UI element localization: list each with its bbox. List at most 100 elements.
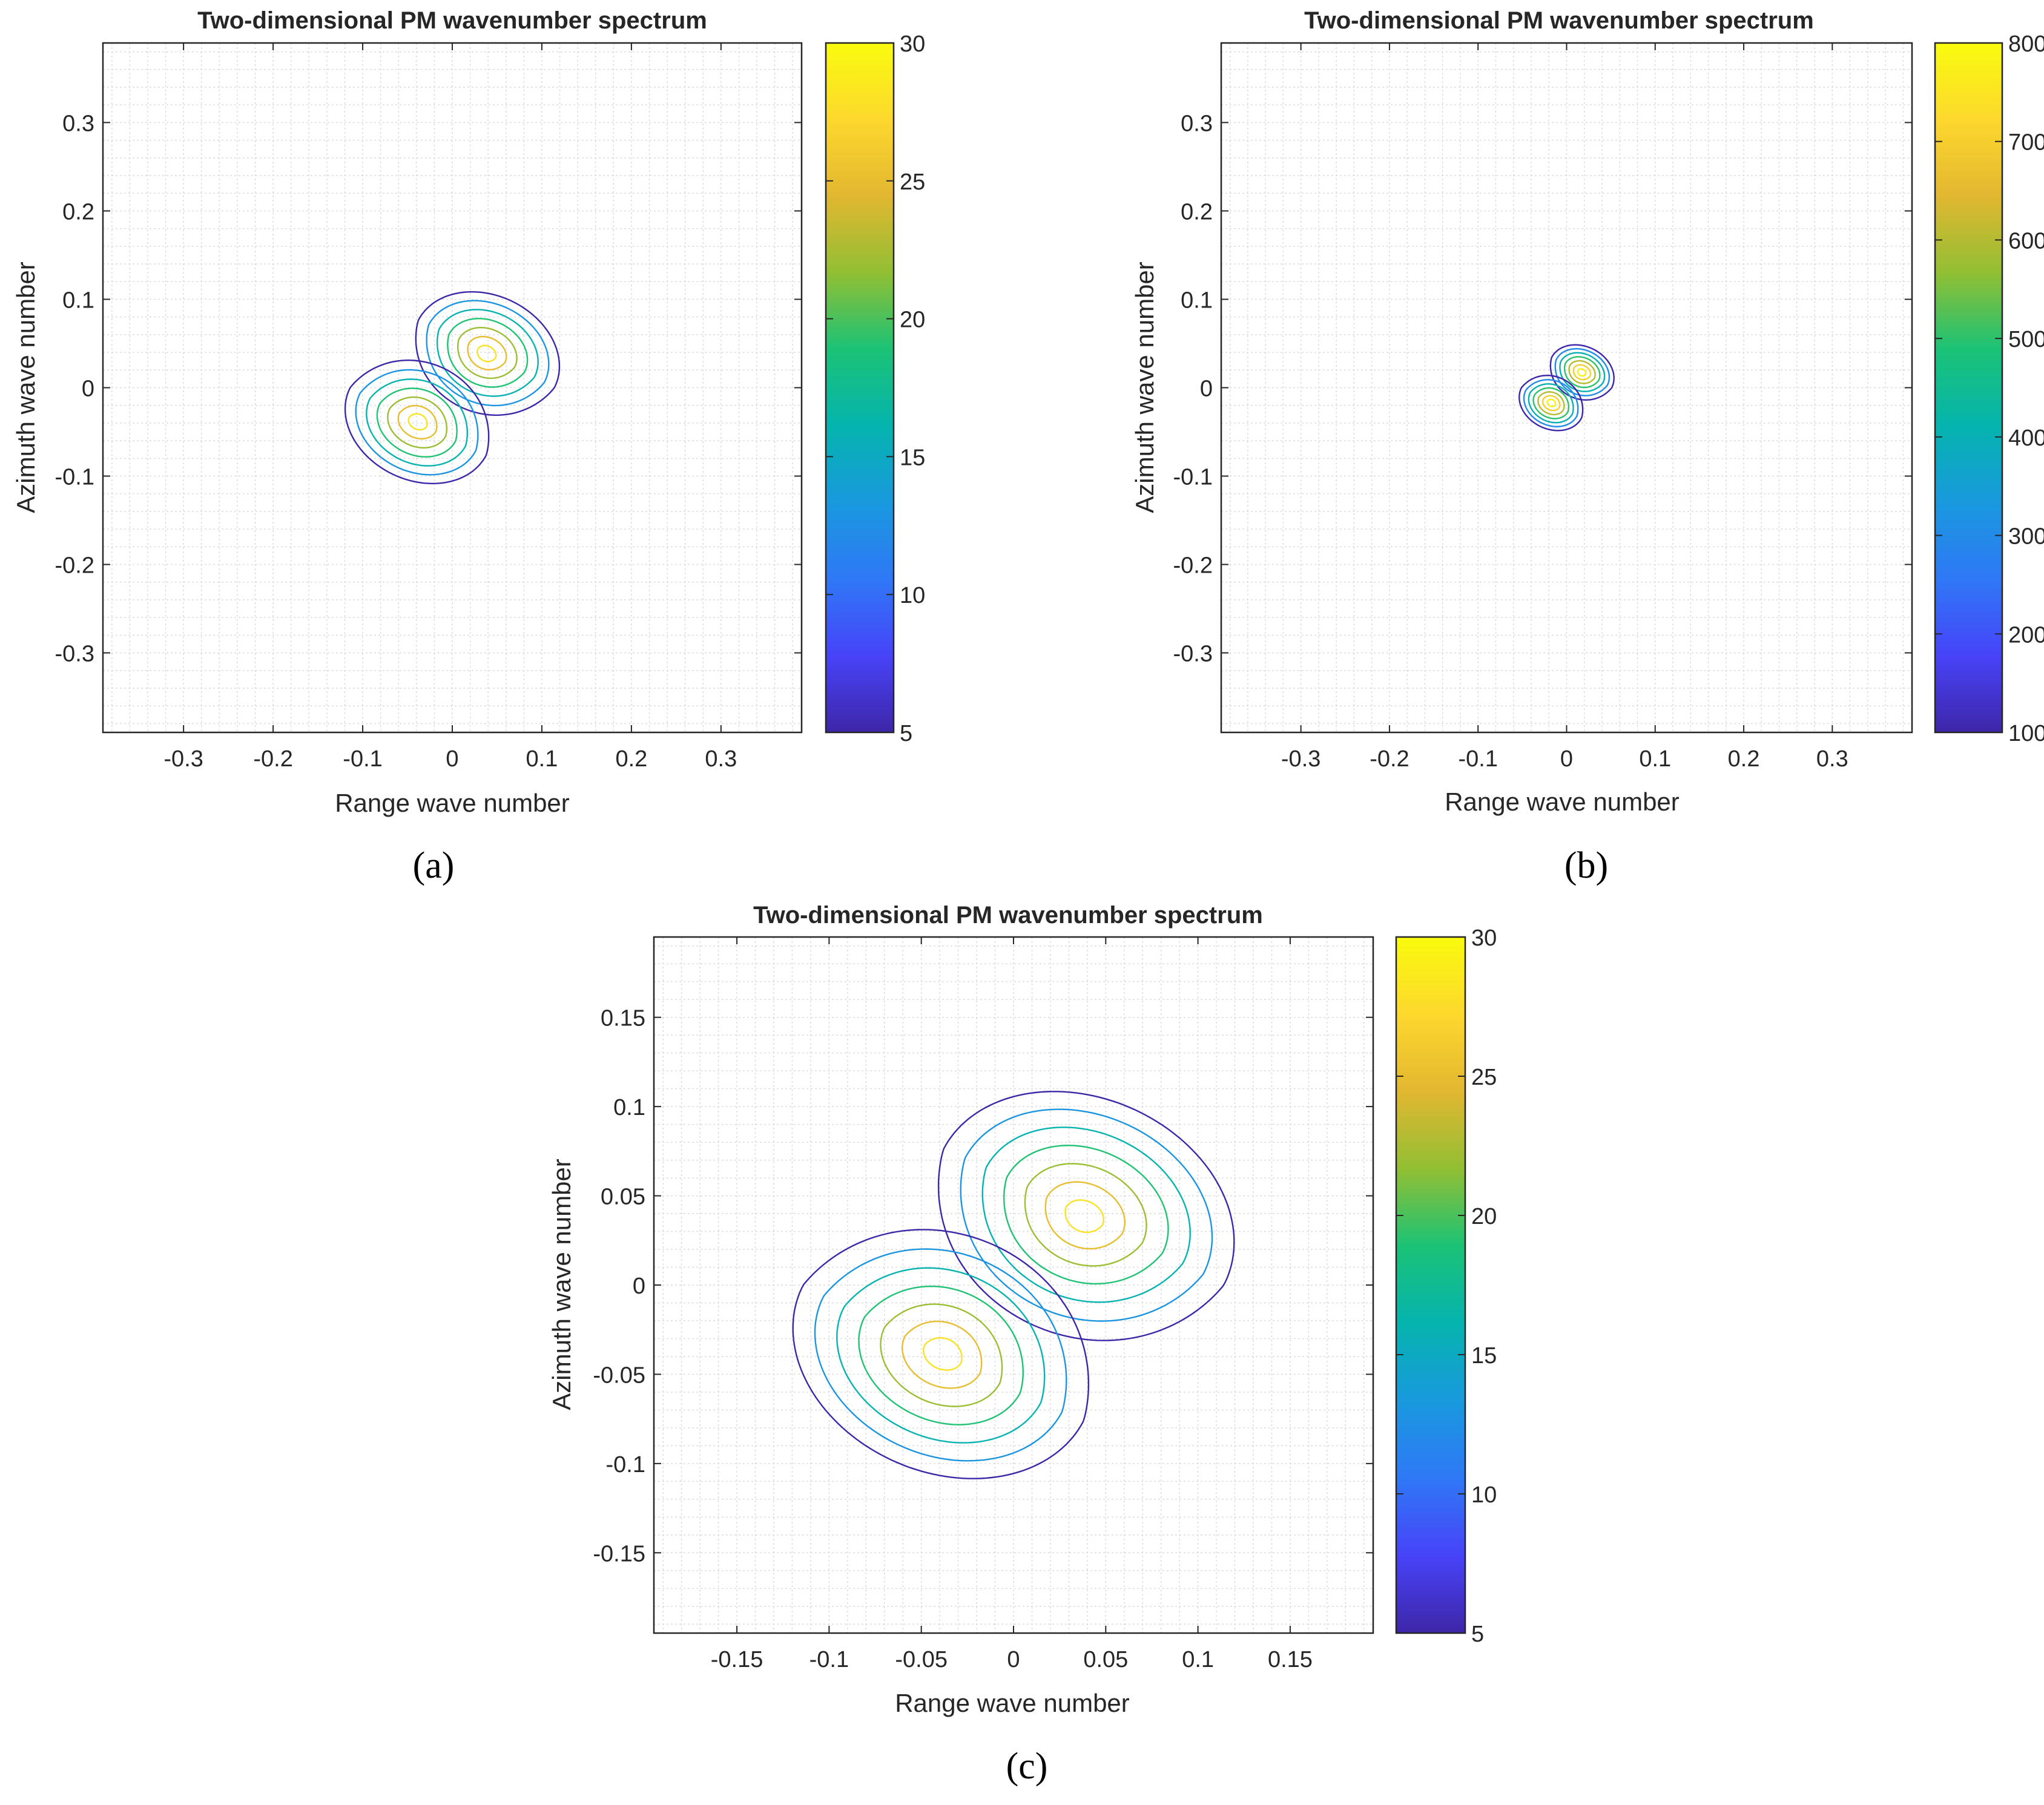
x-tick-label: -0.15 (711, 1647, 763, 1672)
panel-b: Two-dimensional PM wavenumber spectrum -… (1130, 7, 2044, 886)
contour-line (960, 1108, 1213, 1322)
colorbar-tick-label: 800 (2008, 31, 2044, 57)
contour-line (836, 1267, 1046, 1444)
contour-line (814, 1248, 1067, 1462)
y-axis-label: Azimuth wave number (547, 1159, 576, 1410)
x-tick-label: 0.15 (1268, 1647, 1313, 1672)
colorbar-tick-label: 25 (1471, 1065, 1497, 1090)
y-tick-label: 0.3 (62, 111, 94, 136)
colorbar-ticks: 100 200 300 400 500 600 700 800 (1935, 31, 2044, 746)
contour-line (1532, 387, 1570, 419)
colorbar-tick-label: 20 (1471, 1204, 1497, 1229)
y-tick-label: -0.15 (593, 1541, 645, 1567)
contour-line (1546, 398, 1557, 407)
y-tick-label: -0.2 (55, 553, 94, 579)
contour-line (1559, 352, 1606, 392)
contour-line (1577, 368, 1587, 377)
y-tick-label: -0.3 (1173, 642, 1213, 667)
x-tick-label: -0.3 (1281, 746, 1320, 772)
contour-line (1024, 1163, 1147, 1267)
x-tick-label: 0.2 (1728, 746, 1760, 772)
colorbar-tick-label: 400 (2008, 426, 2044, 451)
colorbar-tick-label: 20 (900, 307, 925, 333)
x-tick-label: 0.1 (1182, 1647, 1214, 1672)
contour-line (1537, 391, 1565, 416)
y-tick-label: -0.1 (606, 1452, 645, 1478)
y-tick-label: -0.1 (55, 465, 94, 490)
contour-line (1528, 383, 1574, 424)
x-tick-label: 0.2 (615, 746, 647, 772)
panel-label: (c) (1006, 1746, 1048, 1787)
x-tick-label: -0.2 (1370, 746, 1409, 772)
x-axis-label: Range wave number (335, 789, 570, 817)
y-tick-label: 0.2 (1181, 199, 1213, 225)
colorbar-tick-label: 300 (2008, 524, 2044, 550)
contour-line (366, 378, 469, 467)
contour-line (387, 396, 447, 449)
colorbar-tick-label: 200 (2008, 622, 2044, 648)
contour-line (902, 1320, 983, 1389)
y-ticks: -0.3 -0.2 -0.1 0 0.1 0.2 0.3 (55, 111, 802, 667)
contour-lines (792, 1091, 1235, 1479)
chart-title: Two-dimensional PM wavenumber spectrum (753, 902, 1263, 929)
y-tick-label: -0.05 (593, 1363, 645, 1388)
y-tick-label: -0.3 (55, 642, 94, 667)
grid (654, 937, 1373, 1633)
contour-lines (344, 291, 561, 484)
x-tick-label: -0.3 (163, 746, 203, 772)
x-tick-label: -0.1 (809, 1647, 849, 1672)
contour-line (426, 300, 550, 407)
y-tick-label: -0.1 (1173, 465, 1213, 490)
contour-line (1003, 1145, 1169, 1285)
x-tick-label: 0.3 (1816, 746, 1848, 772)
contour-line (880, 1303, 1003, 1407)
contour-line (415, 291, 561, 416)
colorbar-tick-label: 25 (900, 169, 925, 195)
colorbar-tick-label: 5 (1471, 1622, 1484, 1647)
contour-line (981, 1126, 1191, 1303)
contour-line (436, 309, 539, 397)
colorbar-tick-label: 500 (2008, 327, 2044, 352)
contour-line (467, 335, 507, 370)
colorbar (1934, 42, 2003, 734)
x-tick-label: 0.05 (1083, 1647, 1128, 1672)
grid (1221, 43, 1912, 732)
contour-line (355, 369, 479, 476)
x-ticks: -0.3 -0.2 -0.1 0 0.1 0.2 0.3 (163, 43, 737, 772)
y-tick-label: 0.1 (613, 1095, 645, 1120)
contour-line (1523, 379, 1579, 427)
y-ticks: -0.3 -0.2 -0.1 0 0.1 0.2 0.3 (1173, 111, 1912, 667)
colorbar (825, 42, 895, 734)
colorbar-tick-label: 700 (2008, 130, 2044, 156)
y-tick-label: 0.1 (1181, 288, 1213, 313)
contour-line (792, 1229, 1090, 1479)
contour-lines (1518, 344, 1615, 432)
contour-line (1568, 360, 1596, 384)
x-ticks: -0.3 -0.2 -0.1 0 0.1 0.2 0.3 (1281, 43, 1848, 772)
grid (103, 43, 802, 732)
colorbar-tick-label: 30 (900, 31, 925, 57)
x-tick-label: 0 (1007, 1647, 1020, 1672)
contour-line (1554, 348, 1610, 396)
contour-line (1572, 364, 1592, 381)
contour-line (344, 359, 490, 484)
chart-title: Two-dimensional PM wavenumber spectrum (197, 7, 707, 34)
y-ticks: -0.15 -0.1 -0.05 0 0.05 0.1 0.15 (593, 1006, 1373, 1567)
y-tick-label: 0 (633, 1274, 645, 1299)
contour-line (476, 344, 497, 363)
contour-line (397, 405, 438, 440)
colorbar-tick-label: 30 (1471, 926, 1497, 951)
colorbar-tick-label: 15 (900, 445, 925, 470)
y-tick-label: 0 (82, 376, 94, 402)
x-tick-label: -0.05 (895, 1647, 948, 1672)
x-tick-label: 0 (446, 746, 458, 772)
colorbar-tick-label: 15 (1471, 1343, 1497, 1369)
chart-title: Two-dimensional PM wavenumber spectrum (1304, 7, 1814, 34)
contour-line (937, 1091, 1235, 1341)
panel-a: Two-dimensional PM wavenumber spectrum -… (12, 7, 925, 886)
y-axis-label: Azimuth wave number (12, 261, 40, 513)
panel-c: Two-dimensional PM wavenumber spectrum -… (547, 902, 1497, 1787)
panel-label: (a) (413, 845, 455, 886)
x-tick-label: -0.2 (253, 746, 292, 772)
panel-label: (b) (1564, 845, 1608, 886)
